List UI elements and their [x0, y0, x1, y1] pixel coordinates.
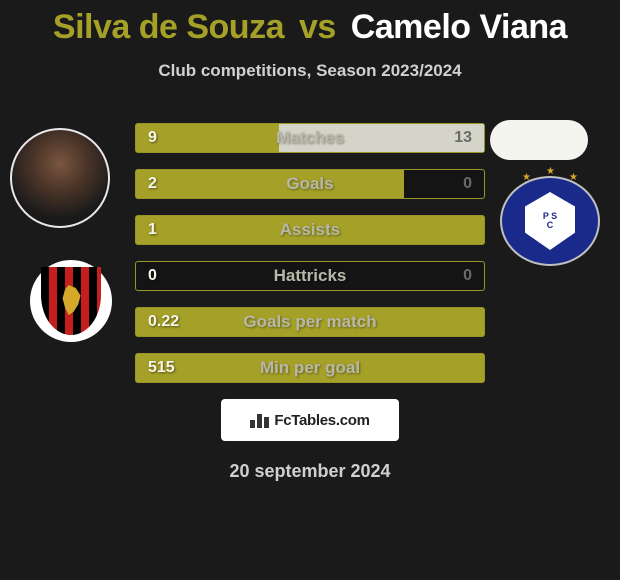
stat-row: 0.22Goals per match [135, 307, 485, 337]
source-logo-text: FcTables.com [274, 412, 369, 429]
stat-row: 1Assists [135, 215, 485, 245]
player2-name: Camelo Viana [351, 8, 567, 46]
stats-area: 913Matches 20Goals 1Assists 00Hattricks 0.22… [0, 123, 620, 383]
stat-label: Min per goal [136, 358, 484, 378]
stat-label: Assists [136, 220, 484, 240]
snapshot-date: 20 september 2024 [0, 461, 620, 482]
stat-label: Goals per match [136, 312, 484, 332]
stat-row: 20Goals [135, 169, 485, 199]
stat-label: Matches [136, 128, 484, 148]
comparison-bars: 913Matches 20Goals 1Assists 00Hattricks 0.22… [135, 123, 485, 383]
stat-row: 515Min per goal [135, 353, 485, 383]
stat-label: Hattricks [136, 266, 484, 286]
subtitle: Club competitions, Season 2023/2024 [0, 61, 620, 81]
player1-name: Silva de Souza [53, 8, 284, 46]
infographic-container: Silva de Souza vs Camelo Viana Club comp… [0, 0, 620, 580]
source-logo: FcTables.com [221, 399, 399, 441]
vs-separator: vs [299, 8, 336, 46]
stat-row: 00Hattricks [135, 261, 485, 291]
stat-label: Goals [136, 174, 484, 194]
bars-icon [250, 412, 270, 428]
comparison-title: Silva de Souza vs Camelo Viana [0, 0, 620, 47]
stat-row: 913Matches [135, 123, 485, 153]
